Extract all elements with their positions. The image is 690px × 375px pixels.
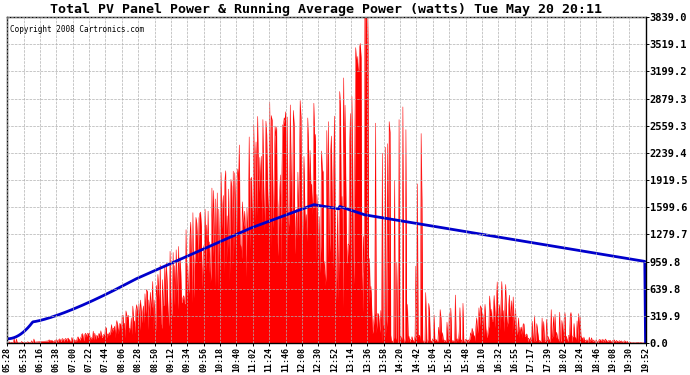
Text: Copyright 2008 Cartronics.com: Copyright 2008 Cartronics.com — [10, 25, 145, 34]
Title: Total PV Panel Power & Running Average Power (watts) Tue May 20 20:11: Total PV Panel Power & Running Average P… — [50, 3, 602, 16]
